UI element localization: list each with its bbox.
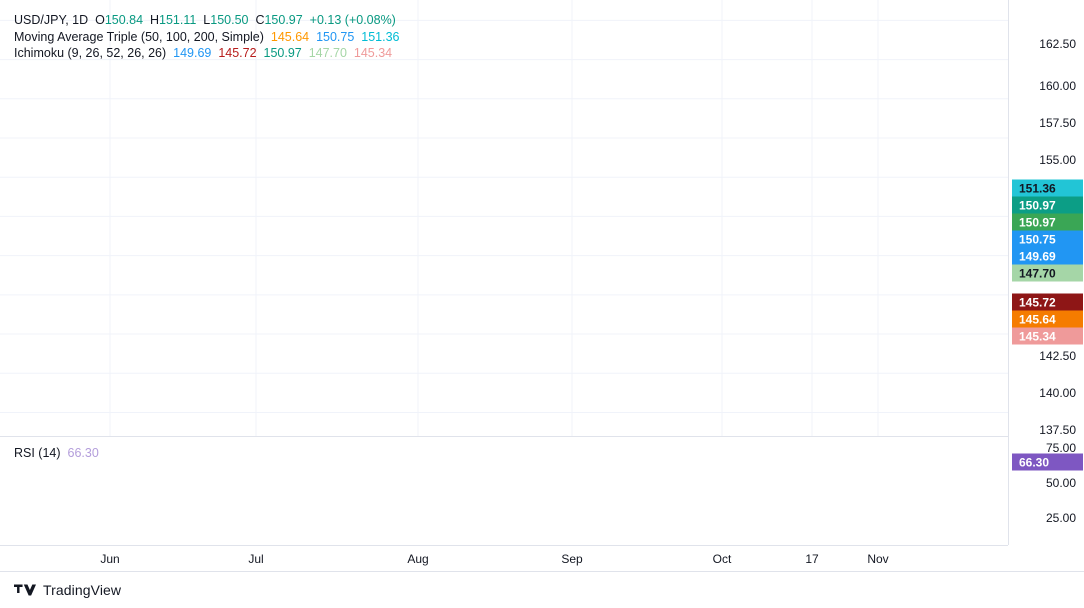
price-axis-tick: 137.50: [1039, 423, 1076, 437]
ma-value-200: 151.36: [361, 29, 400, 44]
price-axis-badge[interactable]: 150.97: [1012, 213, 1083, 231]
legend-row-ichimoku[interactable]: Ichimoku (9, 26, 52, 26, 26) 149.69 145.…: [14, 45, 399, 62]
ichimoku-senkou-b-value: 145.34: [353, 46, 393, 60]
time-axis-tick: Oct: [712, 552, 732, 566]
ichimoku-senkou-a-value: 147.70: [308, 46, 347, 60]
time-axis-tick: Nov: [867, 552, 889, 566]
price-axis-tick: 162.50: [1039, 37, 1076, 51]
price-axis-badge[interactable]: 151.36: [1012, 179, 1083, 197]
price-axis-tick: 157.50: [1039, 116, 1076, 130]
ichimoku-tenkan-value: 149.69: [173, 46, 212, 60]
ma-indicator-name: Moving Average Triple (50, 100, 200, Sim…: [14, 29, 264, 44]
footer-branding[interactable]: TradingView: [14, 580, 121, 600]
rsi-indicator-pane[interactable]: [0, 437, 1008, 537]
rsi-current-value: 66.30: [67, 446, 99, 460]
ma-value-100: 150.75: [316, 29, 355, 44]
ichimoku-kijun-value: 145.72: [218, 46, 257, 60]
price-axis-tick: 155.00: [1039, 153, 1076, 167]
price-chart-pane[interactable]: [0, 0, 1008, 436]
legend-high-value: 151.11: [159, 13, 197, 27]
time-axis-tick: Jun: [100, 552, 120, 566]
legend-high-label: H: [150, 13, 160, 27]
tradingview-brand-name: TradingView: [43, 582, 122, 598]
footer-divider: [0, 571, 1084, 572]
legend-open-value: 150.84: [104, 13, 144, 27]
price-axis-tick: 142.50: [1039, 349, 1076, 363]
rsi-axis-tick: 75.00: [1045, 441, 1076, 455]
pane-divider: [0, 436, 1008, 437]
legend-low-label: L: [203, 13, 211, 27]
chart-legend: USD/JPY, 1D O150.84 H151.11 L150.50 C150…: [14, 12, 399, 62]
time-axis-tick: 17: [805, 552, 819, 566]
rsi-chart-canvas: [0, 437, 1008, 537]
ma-value-50: 145.64: [270, 29, 310, 44]
time-scale-axis[interactable]: Jun Jul Aug Sep Oct 17 Nov: [0, 545, 1008, 571]
price-axis-badge[interactable]: 145.72: [1012, 293, 1083, 311]
price-scale-axis[interactable]: 162.50 160.00 157.50 155.00 142.50 140.00 137.…: [1008, 0, 1084, 545]
ichimoku-indicator-name: Ichimoku (9, 26, 52, 26, 26): [14, 46, 167, 60]
legend-open-label: O: [95, 13, 105, 27]
price-axis-badge[interactable]: 145.34: [1012, 327, 1083, 345]
time-axis-tick: Jul: [248, 552, 264, 566]
time-axis-tick: Sep: [561, 552, 583, 566]
price-axis-tick: 160.00: [1039, 79, 1076, 93]
rsi-legend[interactable]: RSI (14) 66.30: [14, 446, 99, 460]
rsi-axis-tick: 50.00: [1045, 476, 1076, 490]
rsi-indicator-name: RSI (14): [14, 446, 61, 460]
legend-change: +0.13: [309, 13, 342, 27]
tradingview-logo-icon: [14, 584, 36, 596]
price-axis-tick: 140.00: [1039, 386, 1076, 400]
time-axis-tick: Aug: [407, 552, 429, 566]
legend-low-value: 150.50: [210, 13, 249, 27]
price-axis-badge[interactable]: 147.70: [1012, 264, 1083, 282]
price-axis-badge[interactable]: 145.64: [1012, 310, 1083, 328]
price-chart-canvas: [0, 0, 1008, 436]
legend-interval: 1D: [72, 13, 89, 27]
legend-symbol: USD/JPY: [14, 13, 66, 27]
legend-row-moving-average[interactable]: Moving Average Triple (50, 100, 200, Sim…: [14, 29, 399, 46]
price-axis-badge[interactable]: 149.69: [1012, 247, 1083, 265]
price-axis-badge[interactable]: 150.75: [1012, 230, 1083, 248]
legend-close-value: 150.97: [264, 13, 303, 27]
legend-row-symbol[interactable]: USD/JPY, 1D O150.84 H151.11 L150.50 C150…: [14, 13, 396, 27]
ichimoku-chikou-value: 150.97: [263, 46, 302, 60]
price-axis-badge[interactable]: 150.97: [1012, 196, 1083, 214]
rsi-axis-badge[interactable]: 66.30: [1012, 453, 1083, 471]
legend-close-label: C: [255, 13, 265, 27]
legend-change-percent: (+0.08%): [344, 13, 396, 27]
rsi-axis-tick: 25.00: [1045, 511, 1076, 525]
